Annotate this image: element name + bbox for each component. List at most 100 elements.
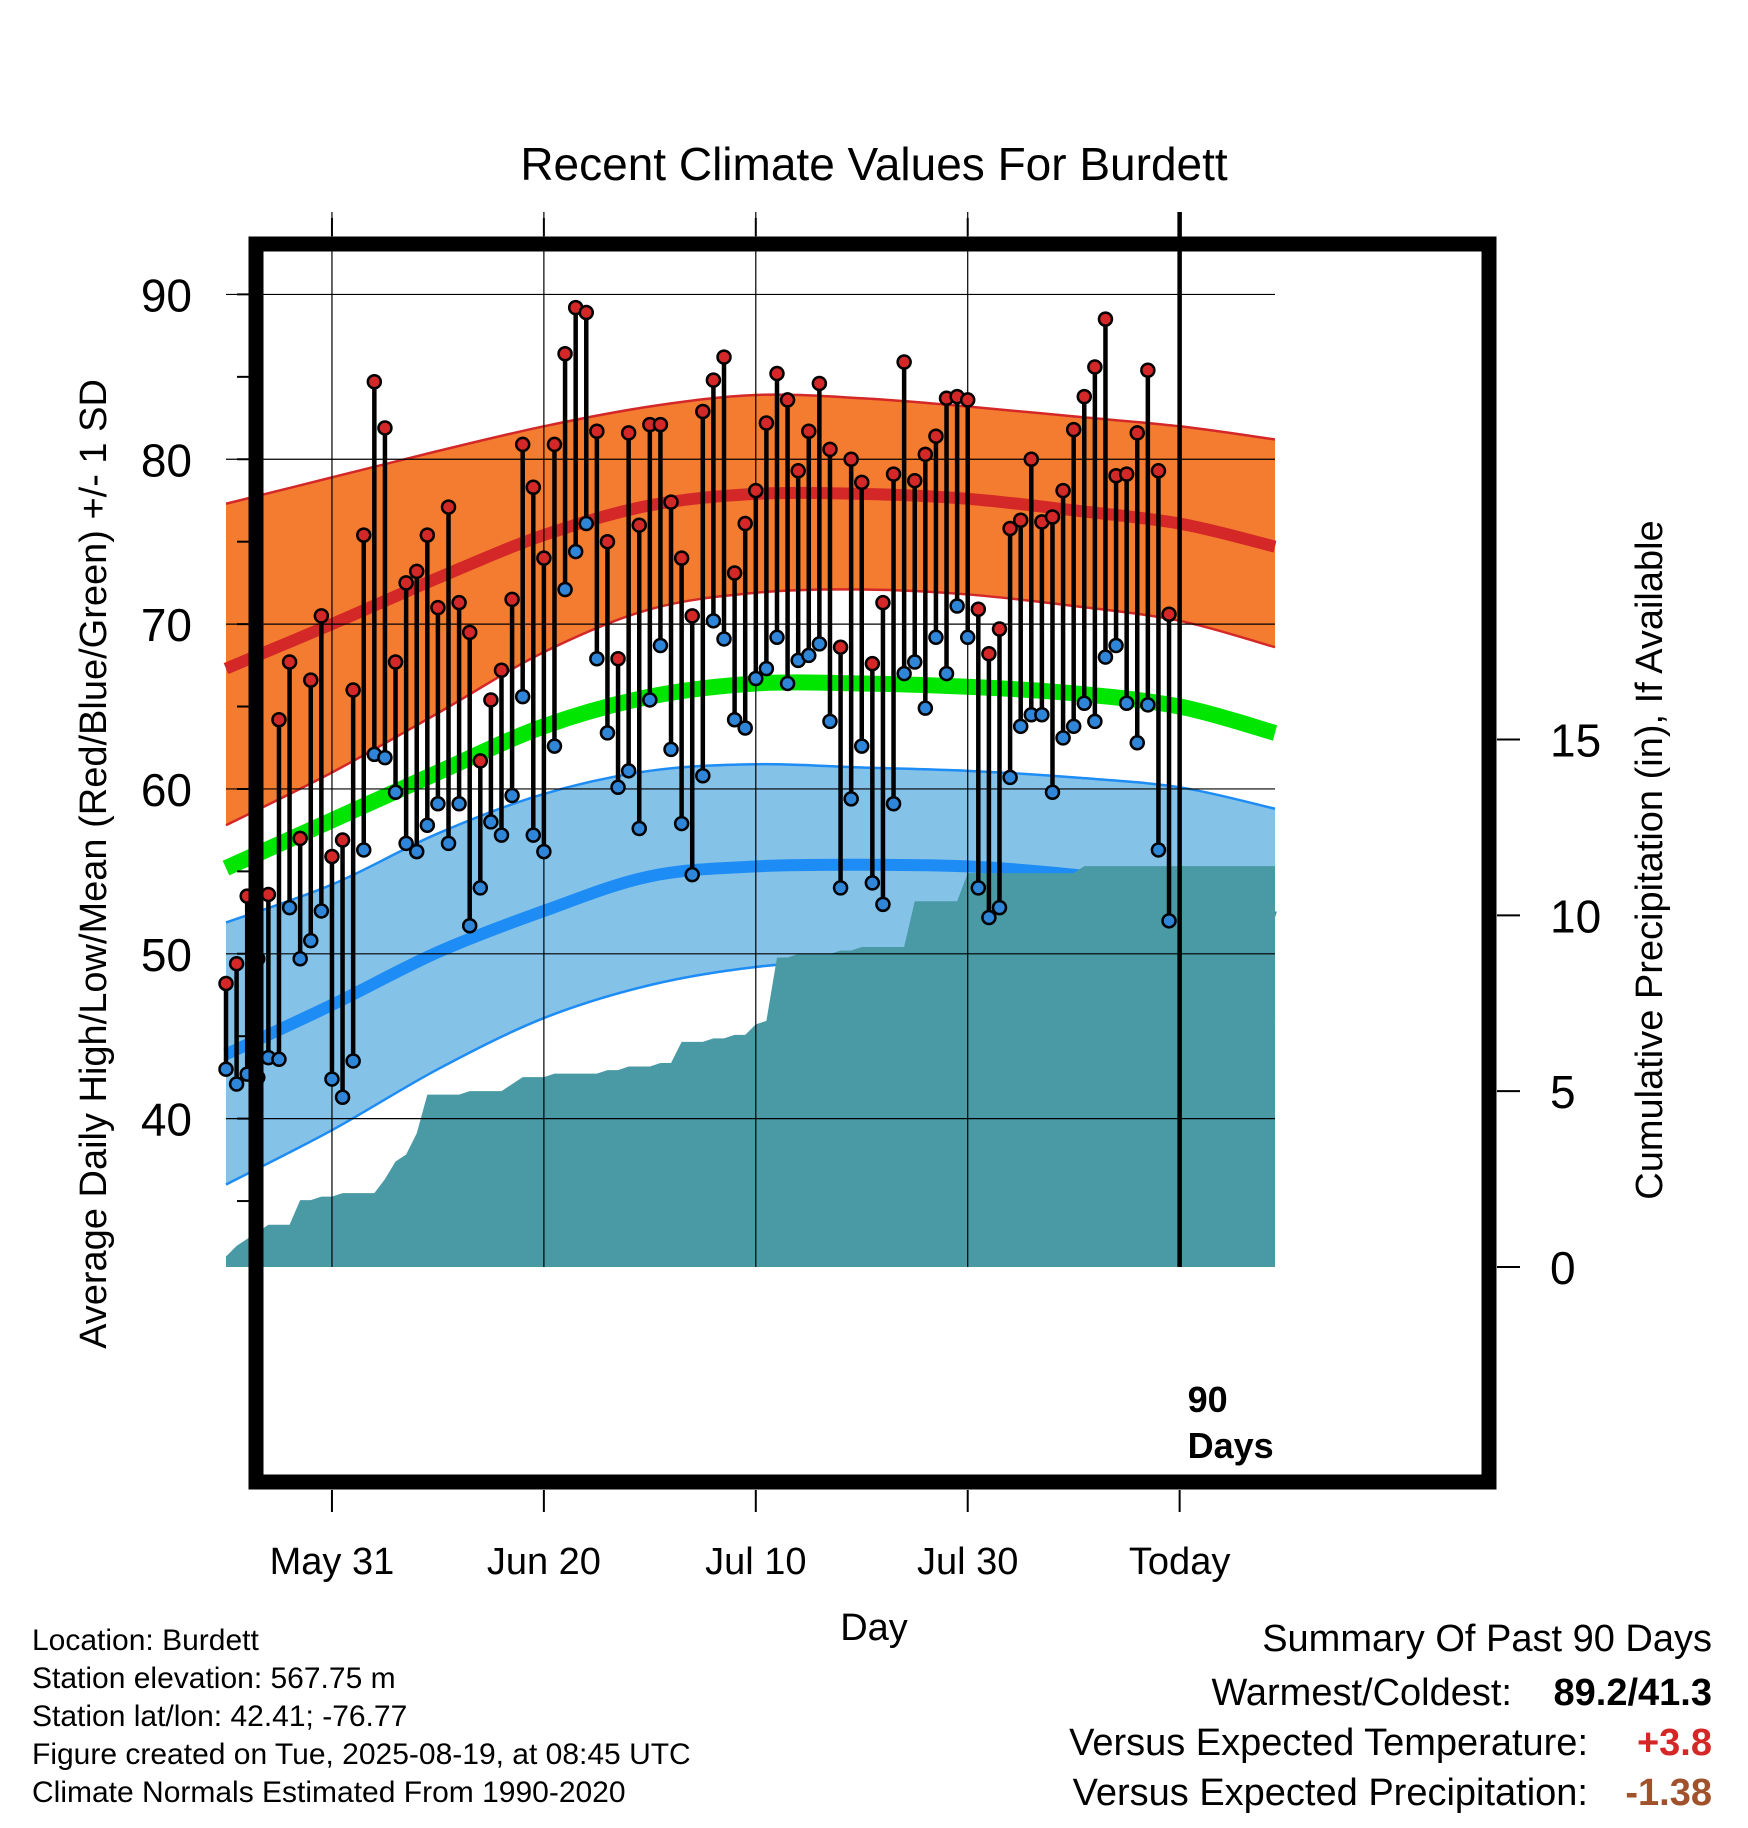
high-point: [1129, 425, 1146, 441]
high-point: [896, 354, 912, 370]
high-point: [981, 646, 997, 662]
high-point: [991, 621, 1008, 637]
low-point: [567, 543, 584, 560]
high-point: [281, 654, 298, 670]
today-marker-label-top: 90: [1188, 1379, 1228, 1420]
low-point: [599, 725, 616, 741]
axis-labels: 40 50 60 70 80 90 0 5 10 15 May 31 Jun 20 Jul 10 Jul …: [73, 269, 1671, 1649]
low-point: [313, 903, 330, 919]
meta-location: Location: Burdett: [32, 1624, 259, 1657]
low-point: [684, 866, 700, 883]
low-point: [748, 670, 764, 687]
high-point: [620, 425, 637, 441]
low-point: [1108, 637, 1124, 654]
low-point: [1118, 695, 1135, 711]
low-point: [398, 835, 414, 852]
high-point: [218, 975, 234, 992]
low-point: [875, 896, 891, 913]
axis-ticks: [237, 218, 1520, 1512]
high-point: [599, 533, 616, 550]
low-point: [1150, 842, 1167, 858]
x-tick-label: May 31: [270, 1541, 395, 1583]
x-tick-label: Jul 10: [705, 1541, 806, 1583]
low-point: [1002, 769, 1018, 786]
y-right-tick-label: 15: [1550, 715, 1601, 767]
low-point: [705, 613, 722, 629]
y-right-axis-title: Cumulative Precipitation (in), If Availa…: [1629, 520, 1671, 1199]
high-point: [737, 515, 753, 532]
y-left-axis-title: Average Daily High/Low/Mean (Red/Blue/Gr…: [73, 379, 115, 1349]
high-point: [673, 550, 690, 566]
low-point: [430, 796, 446, 812]
low-point: [1065, 718, 1082, 735]
low-point: [334, 1089, 351, 1105]
high-point: [451, 594, 467, 611]
summary-precipitation: Versus Expected Precipitation: -1.38: [1073, 1772, 1712, 1815]
high-point: [801, 423, 817, 439]
high-point: [387, 654, 404, 670]
y-right-tick-label: 10: [1550, 890, 1601, 942]
high-point: [1087, 359, 1103, 375]
high-point: [419, 527, 436, 543]
high-point: [292, 830, 308, 847]
high-point: [663, 494, 679, 510]
low-point: [663, 741, 679, 758]
y-left-tick-label: 60: [141, 764, 192, 816]
high-point: [1118, 466, 1135, 482]
high-point: [408, 563, 425, 580]
meta-normals: Climate Normals Estimated From 1990-2020: [32, 1776, 626, 1809]
cumulative-precip-area: [226, 866, 1275, 1267]
low-point: [514, 688, 531, 705]
high-point: [303, 672, 319, 688]
low-point: [1055, 730, 1071, 746]
high-point: [1012, 512, 1029, 529]
low-point: [504, 787, 520, 804]
high-point: [1097, 311, 1114, 327]
low-point: [578, 515, 595, 532]
high-point: [864, 655, 881, 672]
warm-cold-value: 89.2/41.3: [1553, 1672, 1712, 1714]
x-tick-label: Jun 20: [487, 1541, 601, 1583]
high-point: [398, 575, 414, 591]
low-point: [716, 631, 732, 647]
low-point: [218, 1061, 234, 1077]
low-point: [440, 835, 457, 852]
y-left-tick-label: 40: [141, 1094, 192, 1146]
high-point: [589, 423, 605, 439]
low-point: [610, 779, 626, 796]
y-right-tick-label: 0: [1550, 1242, 1576, 1294]
low-point: [493, 827, 510, 843]
low-point: [546, 738, 563, 754]
high-point: [769, 365, 785, 382]
high-point: [440, 499, 457, 515]
high-point: [260, 886, 277, 903]
high-point: [610, 650, 626, 667]
low-point: [1140, 697, 1156, 713]
low-point: [959, 629, 976, 646]
low-point: [292, 950, 308, 967]
low-point: [864, 875, 881, 891]
low-point: [1034, 707, 1050, 723]
low-point: [1044, 784, 1061, 800]
meta-elevation: Station elevation: 567.75 m: [32, 1662, 396, 1695]
high-point: [366, 374, 383, 390]
y-left-tick-label: 70: [141, 599, 192, 651]
low-point: [1087, 713, 1103, 730]
low-point: [483, 814, 499, 830]
high-point: [461, 624, 478, 641]
high-point: [483, 692, 499, 708]
high-point: [1023, 451, 1040, 468]
chart-title: Recent Climate Values For Burdett: [520, 138, 1228, 190]
high-point: [631, 517, 647, 533]
low-point: [228, 1076, 245, 1092]
high-point: [271, 711, 287, 728]
summary-temperature: Versus Expected Temperature: +3.8: [1069, 1722, 1712, 1765]
low-point: [652, 637, 669, 654]
plot-frame: 90 Days: [248, 212, 1497, 1490]
plot-border: [248, 236, 1497, 1490]
x-axis-title: Day: [840, 1607, 908, 1649]
high-point: [748, 482, 764, 499]
low-point: [303, 932, 319, 949]
meta-latlon: Station lat/lon: 42.41; -76.77: [32, 1700, 408, 1733]
high-point: [705, 372, 722, 388]
